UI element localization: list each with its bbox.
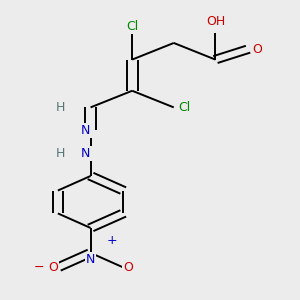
Text: Cl: Cl [178,101,190,114]
Text: +: + [107,234,118,247]
Text: H: H [56,147,65,160]
Text: N: N [81,147,91,160]
Text: N: N [81,124,91,137]
Text: Cl: Cl [126,20,138,33]
Text: O: O [123,261,133,274]
Text: −: − [34,261,44,274]
Text: O: O [253,43,262,56]
Text: O: O [48,261,58,274]
Text: OH: OH [206,15,225,28]
Text: H: H [56,101,65,114]
Text: N: N [86,253,95,266]
